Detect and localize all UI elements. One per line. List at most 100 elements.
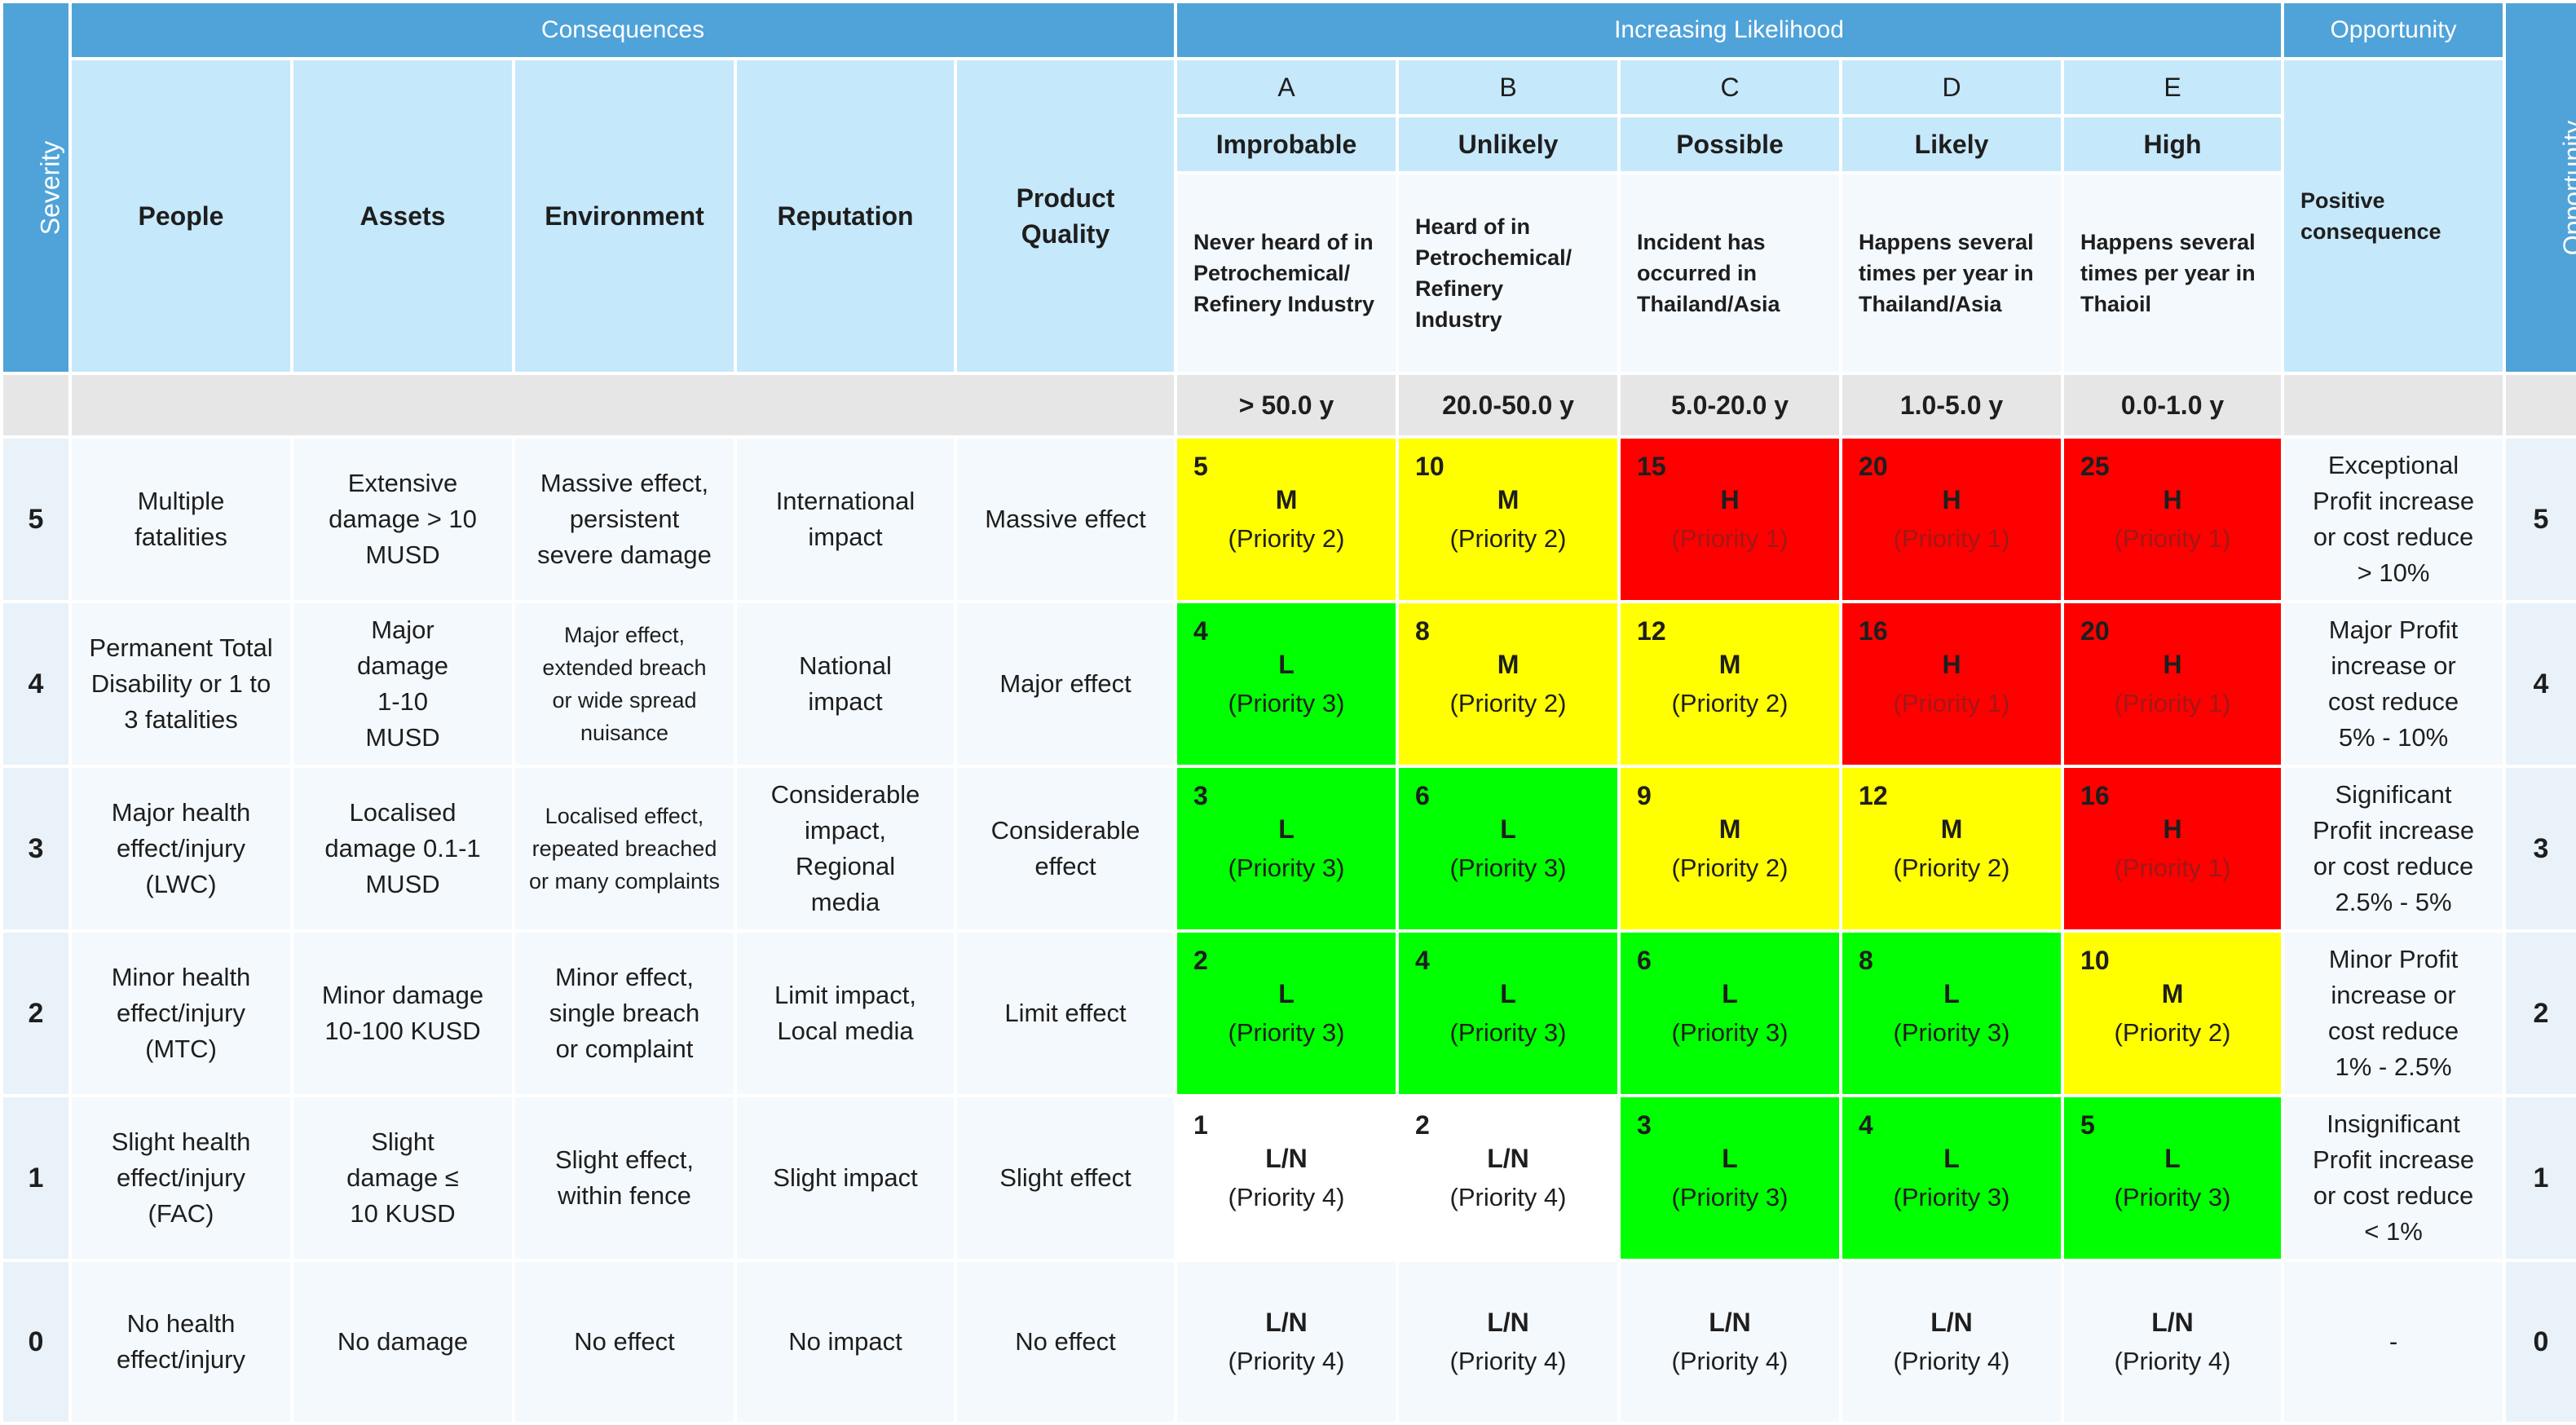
risk-score: 2	[1193, 946, 1208, 975]
col-header-people: People	[68, 57, 293, 375]
likelihood-desc-d: Happens several times per year in Thaila…	[1839, 171, 2065, 375]
risk-score: 3	[1637, 1110, 1652, 1140]
risk-cell: 6 L (Priority 3)	[1617, 929, 1843, 1097]
opportunity-description: Insignificant Profit increase or cost re…	[2281, 1094, 2507, 1262]
risk-level: L	[1722, 1144, 1738, 1173]
environment-consequence: Massive effect, persistent severe damage	[512, 435, 737, 603]
risk-score: 5	[2080, 1110, 2095, 1140]
environment-consequence: Slight effect, within fence	[512, 1094, 737, 1262]
risk-priority: (Priority 4)	[1449, 1183, 1567, 1211]
likelihood-desc-e: Happens several times per year in Thaioi…	[2061, 171, 2285, 375]
cell-text: Major Profit increase or cost reduce 5% …	[2327, 615, 2459, 752]
cell-text: Considerable impact, Regional media	[770, 780, 920, 916]
risk-priority: (Priority 4)	[1228, 1183, 1345, 1211]
likelihood-desc-b: Heard of in Petrochemical/ Refinery Indu…	[1396, 171, 1621, 375]
cell-text: National impact	[799, 651, 892, 716]
opportunity-description: Exceptional Profit increase or cost redu…	[2281, 435, 2507, 603]
risk-cell: 25 H (Priority 1)	[2061, 435, 2285, 603]
severity-number: 1	[0, 1094, 72, 1262]
opportunity-number: 3	[2503, 765, 2576, 933]
cell-text: Localised effect, repeated breached or m…	[528, 804, 721, 893]
risk-score: 9	[1637, 781, 1652, 810]
risk-priority: (Priority 4)	[1449, 1347, 1567, 1375]
risk-priority: (Priority 2)	[2114, 1018, 2231, 1047]
risk-score: 4	[1415, 946, 1430, 975]
risk-priority: (Priority 3)	[1228, 1018, 1345, 1047]
product-quality-consequence: Considerable effect	[953, 765, 1178, 933]
risk-cell: 3 L (Priority 3)	[1174, 765, 1400, 933]
risk-level: L	[1278, 814, 1295, 844]
cell-text: Minor health effect/injury (MTC)	[111, 963, 251, 1063]
risk-priority: (Priority 3)	[1449, 854, 1567, 882]
risk-cell: L/N (Priority 4)	[2061, 1259, 2285, 1425]
col-header-assets: Assets	[290, 57, 515, 375]
positive-consequence-label: Positive consequence	[2300, 188, 2441, 244]
severity-number: 2	[0, 929, 72, 1097]
risk-level: H	[1942, 650, 1961, 679]
people-consequence: Permanent Total Disability or 1 to 3 fat…	[68, 600, 293, 768]
risk-priority: (Priority 1)	[2114, 854, 2231, 882]
risk-level: L	[1943, 979, 1960, 1008]
risk-priority: (Priority 1)	[2114, 524, 2231, 553]
risk-priority: (Priority 2)	[1671, 689, 1789, 717]
assets-consequence: Extensive damage > 10 MUSD	[290, 435, 515, 603]
risk-priority: (Priority 4)	[1228, 1347, 1345, 1375]
risk-cell: 5 L (Priority 3)	[2061, 1094, 2285, 1262]
likelihood-letter-e: E	[2061, 57, 2285, 117]
cell-text: Extensive damage > 10 MUSD	[329, 469, 477, 569]
risk-score: 10	[1415, 452, 1445, 481]
product-quality-consequence: Major effect	[953, 600, 1178, 768]
opportunity-side-label: Opportunity	[2558, 120, 2576, 255]
risk-score: 25	[2080, 452, 2110, 481]
severity-number: 4	[0, 600, 72, 768]
reputation-consequence: Limit impact, Local media	[734, 929, 957, 1097]
likelihood-freq-c: 5.0-20.0 y	[1617, 372, 1843, 439]
likelihood-freq-b: 20.0-50.0 y	[1396, 372, 1621, 439]
risk-score: 5	[1193, 452, 1208, 481]
risk-priority: (Priority 3)	[2114, 1183, 2231, 1211]
likelihood-letter-a: A	[1174, 57, 1400, 117]
cell-text: Major damage 1-10 MUSD	[356, 615, 449, 752]
environment-consequence: Major effect, extended breach or wide sp…	[512, 600, 737, 768]
risk-level: M	[1497, 650, 1520, 679]
risk-priority: (Priority 3)	[1228, 854, 1345, 882]
risk-level: L	[1500, 814, 1516, 844]
risk-level: M	[1718, 814, 1741, 844]
environment-consequence: Minor effect, single breach or complaint	[512, 929, 737, 1097]
cell-text: Major health effect/injury (LWC)	[111, 798, 251, 898]
likelihood-freq-e: 0.0-1.0 y	[2061, 372, 2285, 439]
reputation-consequence: Slight impact	[734, 1094, 957, 1262]
risk-cell: 2 L/N (Priority 4)	[1396, 1094, 1621, 1262]
cell-text: Localised damage 0.1-1 MUSD	[324, 798, 481, 898]
risk-level: L/N	[1930, 1308, 1973, 1337]
severity-number: 3	[0, 765, 72, 933]
risk-level: M	[2161, 979, 2184, 1008]
cell-text: Slight damage ≤ 10 KUSD	[346, 1127, 459, 1228]
likelihood-desc-text: Incident has occurred in Thailand/Asia	[1637, 230, 1780, 316]
risk-cell: 10 M (Priority 2)	[2061, 929, 2285, 1097]
severity-number: 5	[0, 435, 72, 603]
risk-level: L/N	[2151, 1308, 2194, 1337]
risk-cell: 15 H (Priority 1)	[1617, 435, 1843, 603]
likelihood-name-a: Improbable	[1174, 114, 1400, 174]
risk-cell: 12 M (Priority 2)	[1617, 600, 1843, 768]
risk-priority: (Priority 2)	[1671, 854, 1789, 882]
reputation-consequence: Considerable impact, Regional media	[734, 765, 957, 933]
severity-side-header: Severity	[0, 0, 72, 375]
risk-cell: 4 L (Priority 3)	[1396, 929, 1621, 1097]
consequences-header: Consequences	[68, 0, 1178, 60]
likelihood-freq-a: > 50.0 y	[1174, 372, 1400, 439]
likelihood-name-c: Possible	[1617, 114, 1843, 174]
risk-score: 12	[1859, 781, 1888, 810]
risk-level: L	[1278, 650, 1295, 679]
risk-level: L/N	[1487, 1308, 1529, 1337]
risk-score: 10	[2080, 946, 2110, 975]
opportunity-number: 0	[2503, 1259, 2576, 1425]
risk-cell: 1 L/N (Priority 4)	[1174, 1094, 1400, 1262]
positive-consequence-header: Positive consequence	[2281, 57, 2507, 375]
opportunity-header: Opportunity	[2281, 0, 2507, 60]
risk-cell: 10 M (Priority 2)	[1396, 435, 1621, 603]
risk-score: 3	[1193, 781, 1208, 810]
cell-text: Minor damage 10-100 KUSD	[321, 981, 484, 1045]
product-quality-consequence: Massive effect	[953, 435, 1178, 603]
